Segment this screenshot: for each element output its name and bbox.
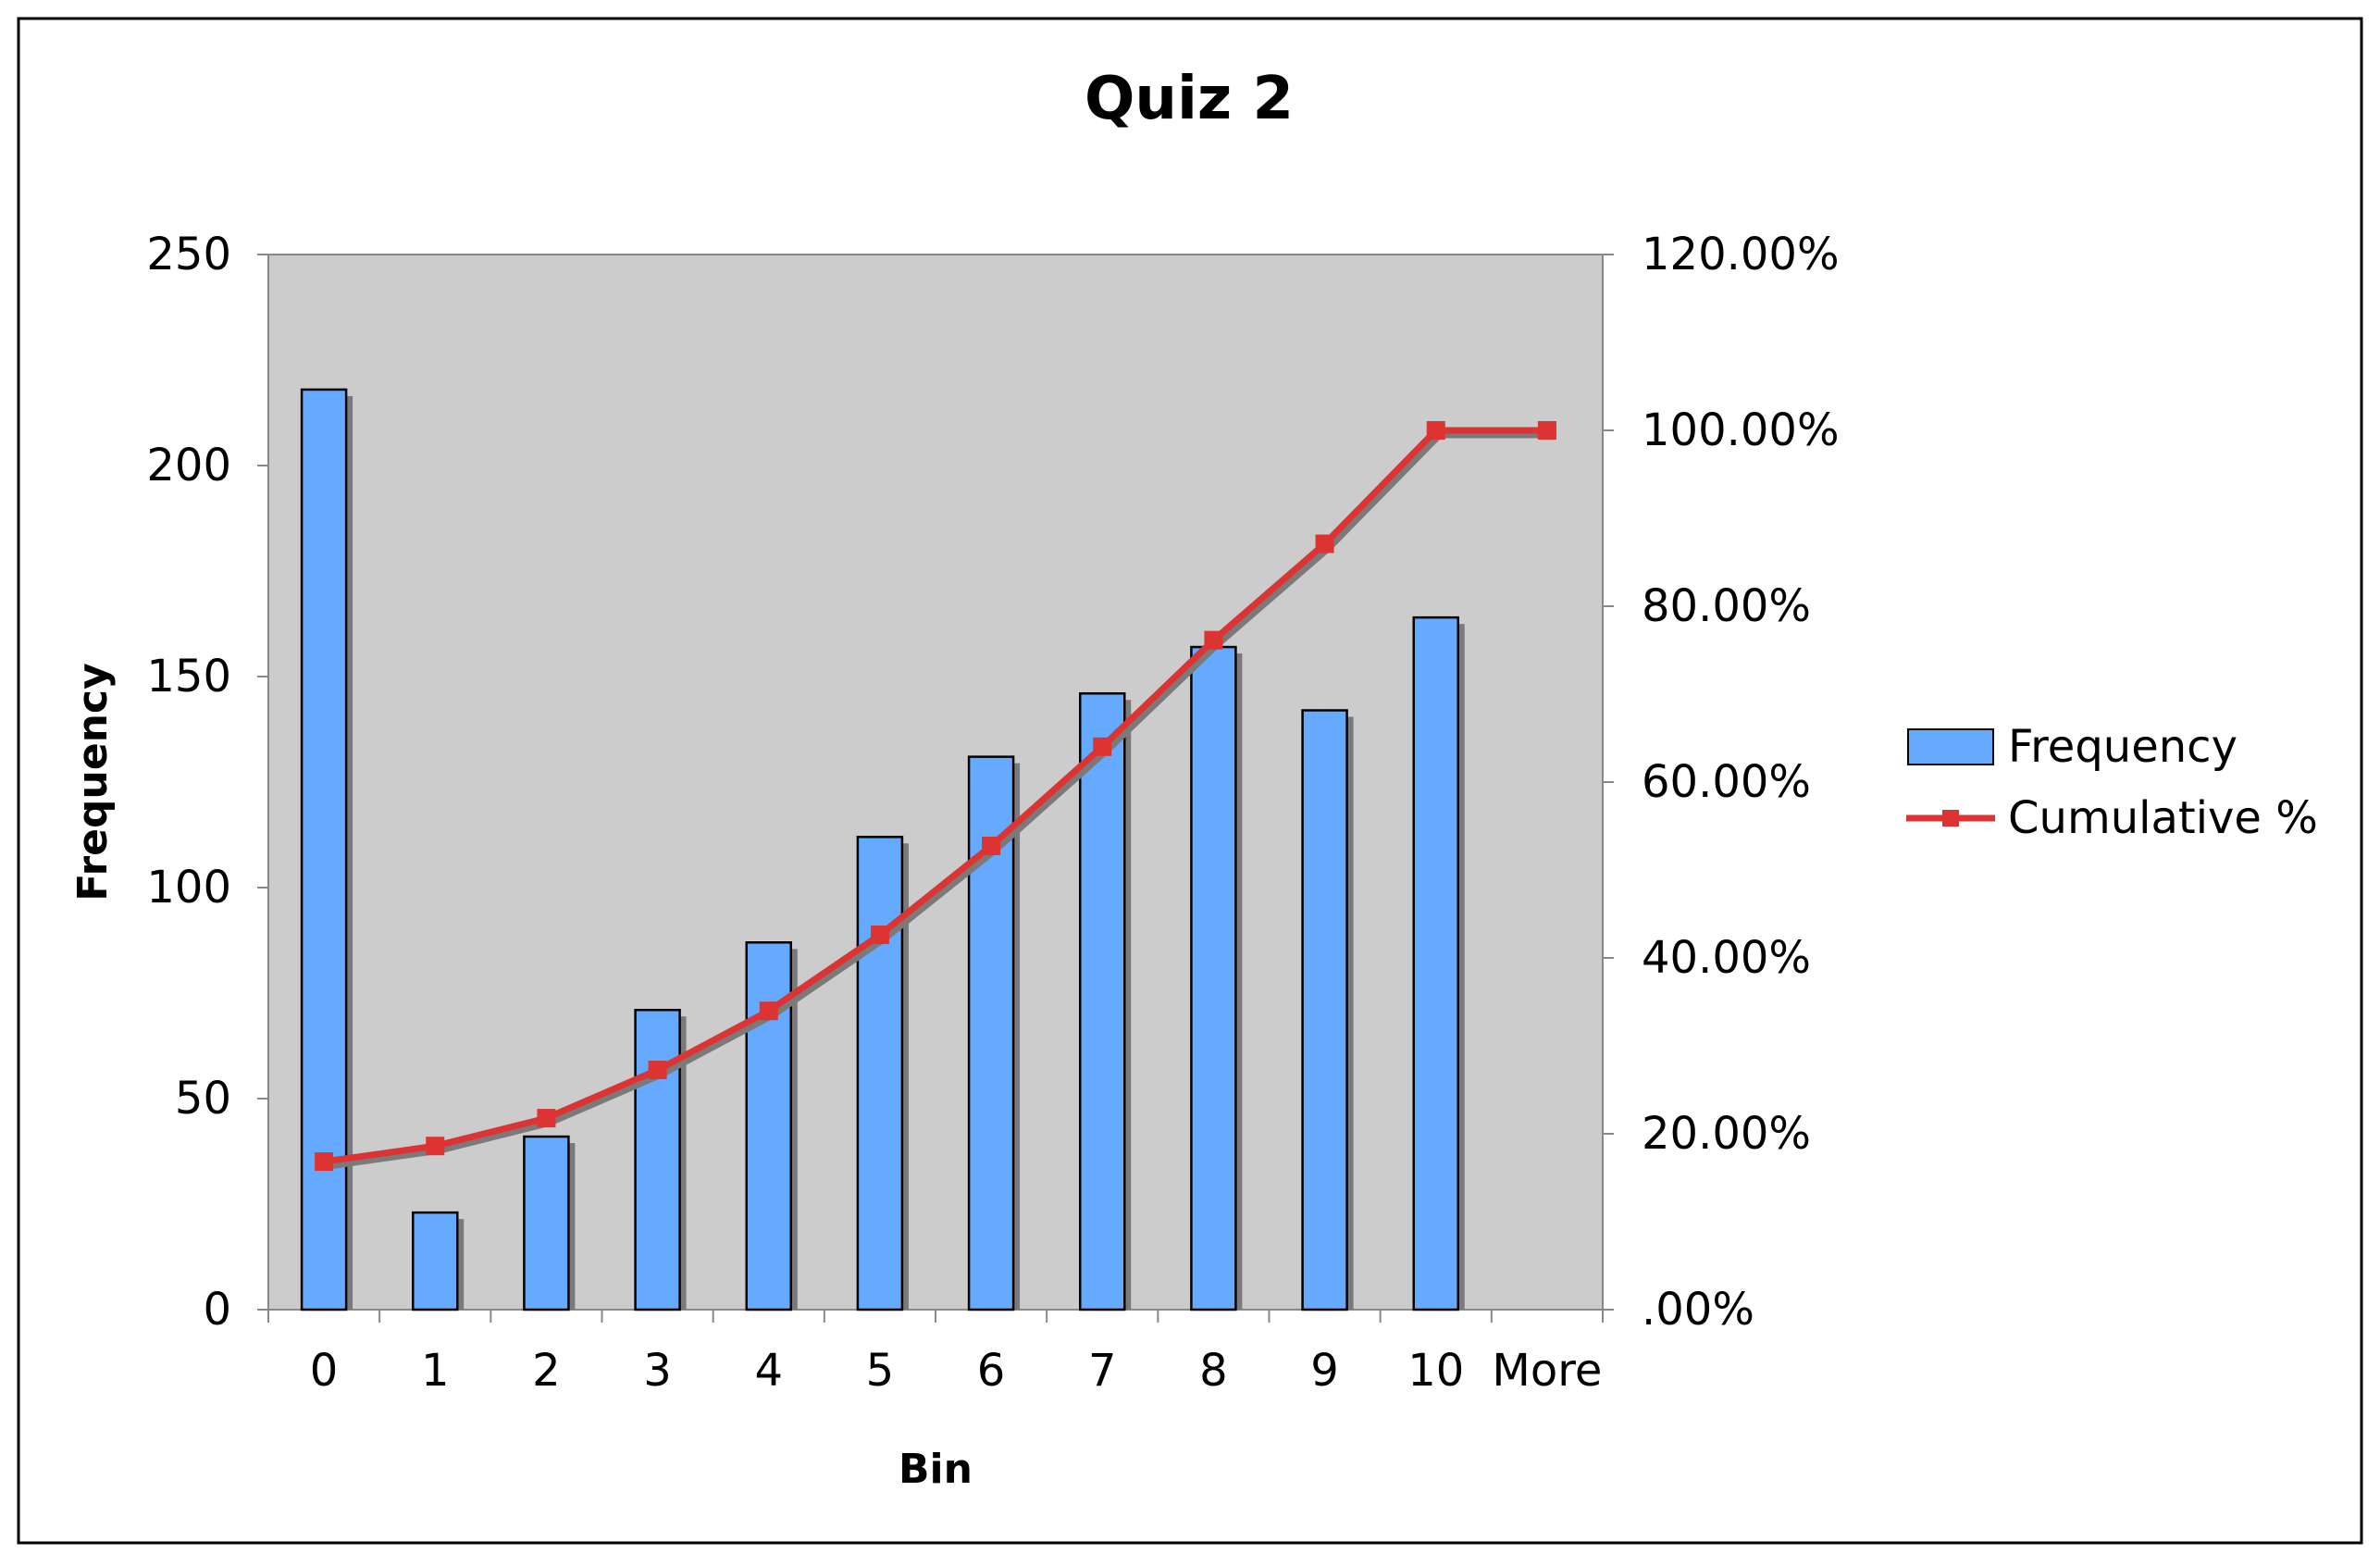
x-tick-label: 7	[1088, 1345, 1117, 1397]
y-tick-label: 0	[203, 1284, 231, 1336]
legend-cumulative-label: Cumulative %	[2008, 792, 2318, 844]
frequency-bar	[1079, 691, 1126, 1311]
frequency-bar	[1190, 645, 1237, 1311]
legend: Frequency Cumulative %	[1906, 721, 2318, 844]
legend-cumulative-marker	[1942, 810, 1959, 826]
frequency-bar	[300, 388, 348, 1311]
x-tick-label: 2	[532, 1345, 561, 1397]
line-series	[315, 421, 1556, 1172]
y2-tick-label: 40.00%	[1642, 932, 1811, 984]
cumulative-line	[323, 427, 1547, 1165]
cumulative-marker	[1426, 421, 1445, 440]
frequency-bar	[634, 1008, 681, 1311]
y2-tick-label: .00%	[1642, 1284, 1754, 1336]
axes: 050100150200250.00%20.00%40.00%60.00%80.…	[146, 229, 1839, 1397]
x-axis-title: Bin	[899, 1446, 973, 1493]
x-tick-label: 10	[1407, 1345, 1464, 1397]
plot-area	[267, 254, 1604, 1311]
x-tick-label: 1	[421, 1345, 450, 1397]
y2-tick-label: 100.00%	[1642, 404, 1840, 456]
x-tick-label: 4	[754, 1345, 783, 1397]
x-tick-label: 6	[977, 1345, 1006, 1397]
cumulative-marker	[537, 1109, 556, 1128]
y2-tick-label: 20.00%	[1642, 1108, 1811, 1160]
cumulative-marker	[1204, 630, 1223, 650]
y-tick-label: 100	[146, 862, 231, 914]
frequency-bar	[1301, 709, 1348, 1311]
frequency-bar	[856, 836, 904, 1311]
chart-title: Quiz 2	[1085, 65, 1294, 133]
frequency-bar	[1412, 615, 1459, 1311]
y-axis-title: Frequency	[69, 663, 117, 901]
x-tick-label: 3	[643, 1345, 672, 1397]
frequency-bar	[412, 1211, 459, 1311]
frequency-bar	[523, 1135, 570, 1311]
x-tick-label: 8	[1199, 1345, 1228, 1397]
y-tick-label: 250	[146, 229, 231, 280]
y-tick-label: 150	[146, 651, 231, 702]
cumulative-marker	[315, 1152, 334, 1172]
cumulative-marker	[759, 1001, 778, 1021]
y2-tick-label: 60.00%	[1642, 756, 1811, 808]
x-tick-label: 9	[1310, 1345, 1339, 1397]
legend-frequency-label: Frequency	[2008, 721, 2237, 773]
y2-tick-label: 80.00%	[1642, 580, 1811, 632]
cumulative-marker	[1315, 534, 1334, 553]
y-tick-label: 50	[175, 1073, 231, 1125]
y2-tick-label: 120.00%	[1642, 229, 1840, 280]
cumulative-marker	[982, 836, 1001, 855]
cumulative-marker	[426, 1137, 445, 1156]
x-tick-label: More	[1492, 1345, 1602, 1397]
y-tick-label: 200	[146, 440, 231, 491]
x-tick-label: 0	[310, 1345, 339, 1397]
cumulative-marker	[1093, 737, 1112, 756]
cumulative-marker	[870, 926, 889, 945]
cumulative-marker	[648, 1061, 667, 1080]
cumulative-line-shadow	[327, 431, 1551, 1170]
x-tick-label: 5	[866, 1345, 895, 1397]
legend-frequency-swatch	[1907, 728, 1994, 765]
cumulative-marker	[1537, 421, 1556, 440]
